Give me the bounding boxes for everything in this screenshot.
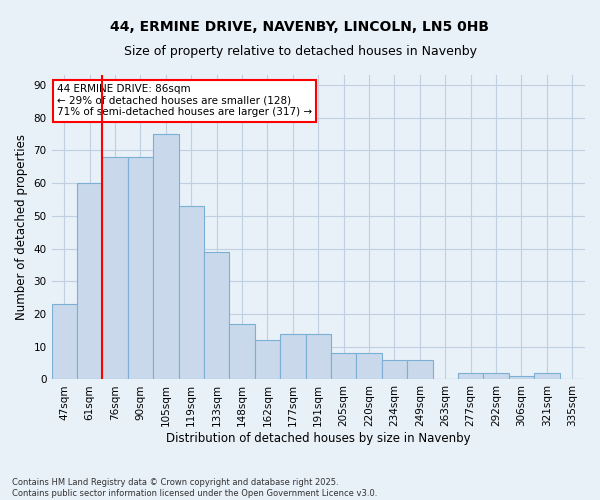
- Bar: [382, 360, 407, 380]
- Bar: [229, 324, 255, 380]
- Bar: [356, 354, 382, 380]
- Bar: [255, 340, 280, 380]
- Bar: [204, 252, 229, 380]
- Text: 44, ERMINE DRIVE, NAVENBY, LINCOLN, LN5 0HB: 44, ERMINE DRIVE, NAVENBY, LINCOLN, LN5 …: [110, 20, 490, 34]
- Text: 44 ERMINE DRIVE: 86sqm
← 29% of detached houses are smaller (128)
71% of semi-de: 44 ERMINE DRIVE: 86sqm ← 29% of detached…: [57, 84, 312, 117]
- Bar: [179, 206, 204, 380]
- Text: Size of property relative to detached houses in Navenby: Size of property relative to detached ho…: [124, 45, 476, 58]
- Bar: [103, 157, 128, 380]
- Text: Contains HM Land Registry data © Crown copyright and database right 2025.
Contai: Contains HM Land Registry data © Crown c…: [12, 478, 377, 498]
- Bar: [305, 334, 331, 380]
- X-axis label: Distribution of detached houses by size in Navenby: Distribution of detached houses by size …: [166, 432, 470, 445]
- Bar: [52, 304, 77, 380]
- Bar: [534, 373, 560, 380]
- Bar: [484, 373, 509, 380]
- Bar: [331, 354, 356, 380]
- Y-axis label: Number of detached properties: Number of detached properties: [15, 134, 28, 320]
- Bar: [153, 134, 179, 380]
- Bar: [128, 157, 153, 380]
- Bar: [458, 373, 484, 380]
- Bar: [407, 360, 433, 380]
- Bar: [77, 183, 103, 380]
- Bar: [509, 376, 534, 380]
- Bar: [280, 334, 305, 380]
